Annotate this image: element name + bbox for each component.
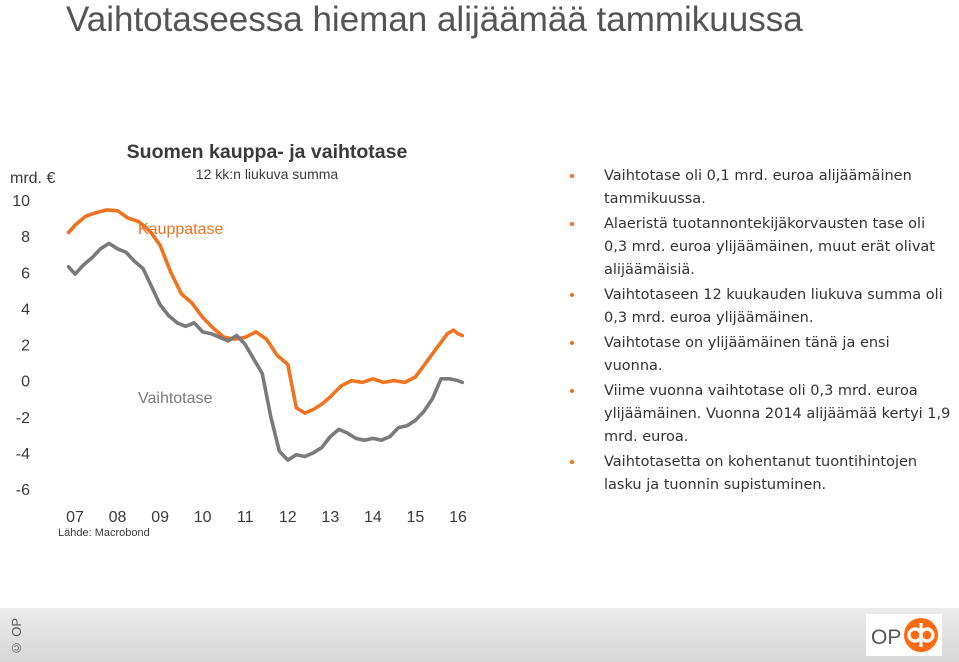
footer-bar: © OP OP [0,608,959,662]
x-tick-label: 14 [364,509,382,526]
series-label-kauppatase: Kauppatase [138,221,224,238]
y-tick-label: 6 [21,265,30,282]
series-lines [66,208,465,462]
x-tick-label: 16 [449,509,467,526]
y-tick-label: 8 [21,229,30,246]
x-tick-label: 07 [66,509,84,526]
op-logo-text: OP [871,626,901,649]
x-tick-label: 11 [237,509,254,526]
bullet-item: Vaihtotasetta on kohentanut tuontihintoj… [566,451,951,497]
op-logo: OP [866,614,942,656]
x-tick-label: 13 [321,509,339,526]
bullet-item: Alaeristä tuotannontekijäkorvausten tase… [566,213,951,282]
bullet-list: Vaihtotase oli 0,1 mrd. euroa alijäämäin… [566,165,951,499]
y-tick-label: 0 [21,374,30,391]
bullet-item: Vaihtotase oli 0,1 mrd. euroa alijäämäin… [566,165,951,211]
line-chart: Suomen kauppa- ja vaihtotase 12 kk:n liu… [10,141,467,539]
y-tick-label: 4 [21,301,30,318]
bullet-item: Vaihtotase on ylijäämäinen tänä ja ensi … [566,332,951,378]
bullet-item: Viime vuonna vaihtotase oli 0,3 mrd. eur… [566,380,951,449]
x-tick-label: 09 [151,509,169,526]
page-title: Vaihtotaseessa hieman alijäämää tammikuu… [66,0,803,39]
y-tick-label: -2 [16,410,30,427]
chart-subtitle: 12 kk:n liukuva summa [196,166,339,182]
x-tick-label: 10 [194,509,212,526]
x-tick-label: 12 [279,509,297,526]
source-note: Lähde: Macrobond [58,527,150,539]
series-label-vaihtotase: Vaihtotase [138,390,213,407]
chart-title: Suomen kauppa- ja vaihtotase [127,141,408,163]
x-tick-label: 15 [407,509,425,526]
copyright-text: © OP [9,618,24,656]
unit-label: mrd. € [10,170,55,187]
y-tick-label: -4 [16,446,30,463]
bullet-item: Vaihtotaseen 12 kuukauden liukuva summa … [566,284,951,330]
x-axis: 07 08 09 10 11 12 13 14 15 16 [66,509,467,526]
x-tick-label: 08 [109,509,127,526]
y-axis: 10 8 6 4 2 0 -2 -4 -6 [12,193,30,499]
y-tick-label: 10 [12,193,30,210]
series-line-kauppatase [66,208,465,415]
series-line-vaihtotase [66,241,465,462]
y-tick-label: 2 [21,338,30,355]
y-tick-label: -6 [16,482,30,499]
